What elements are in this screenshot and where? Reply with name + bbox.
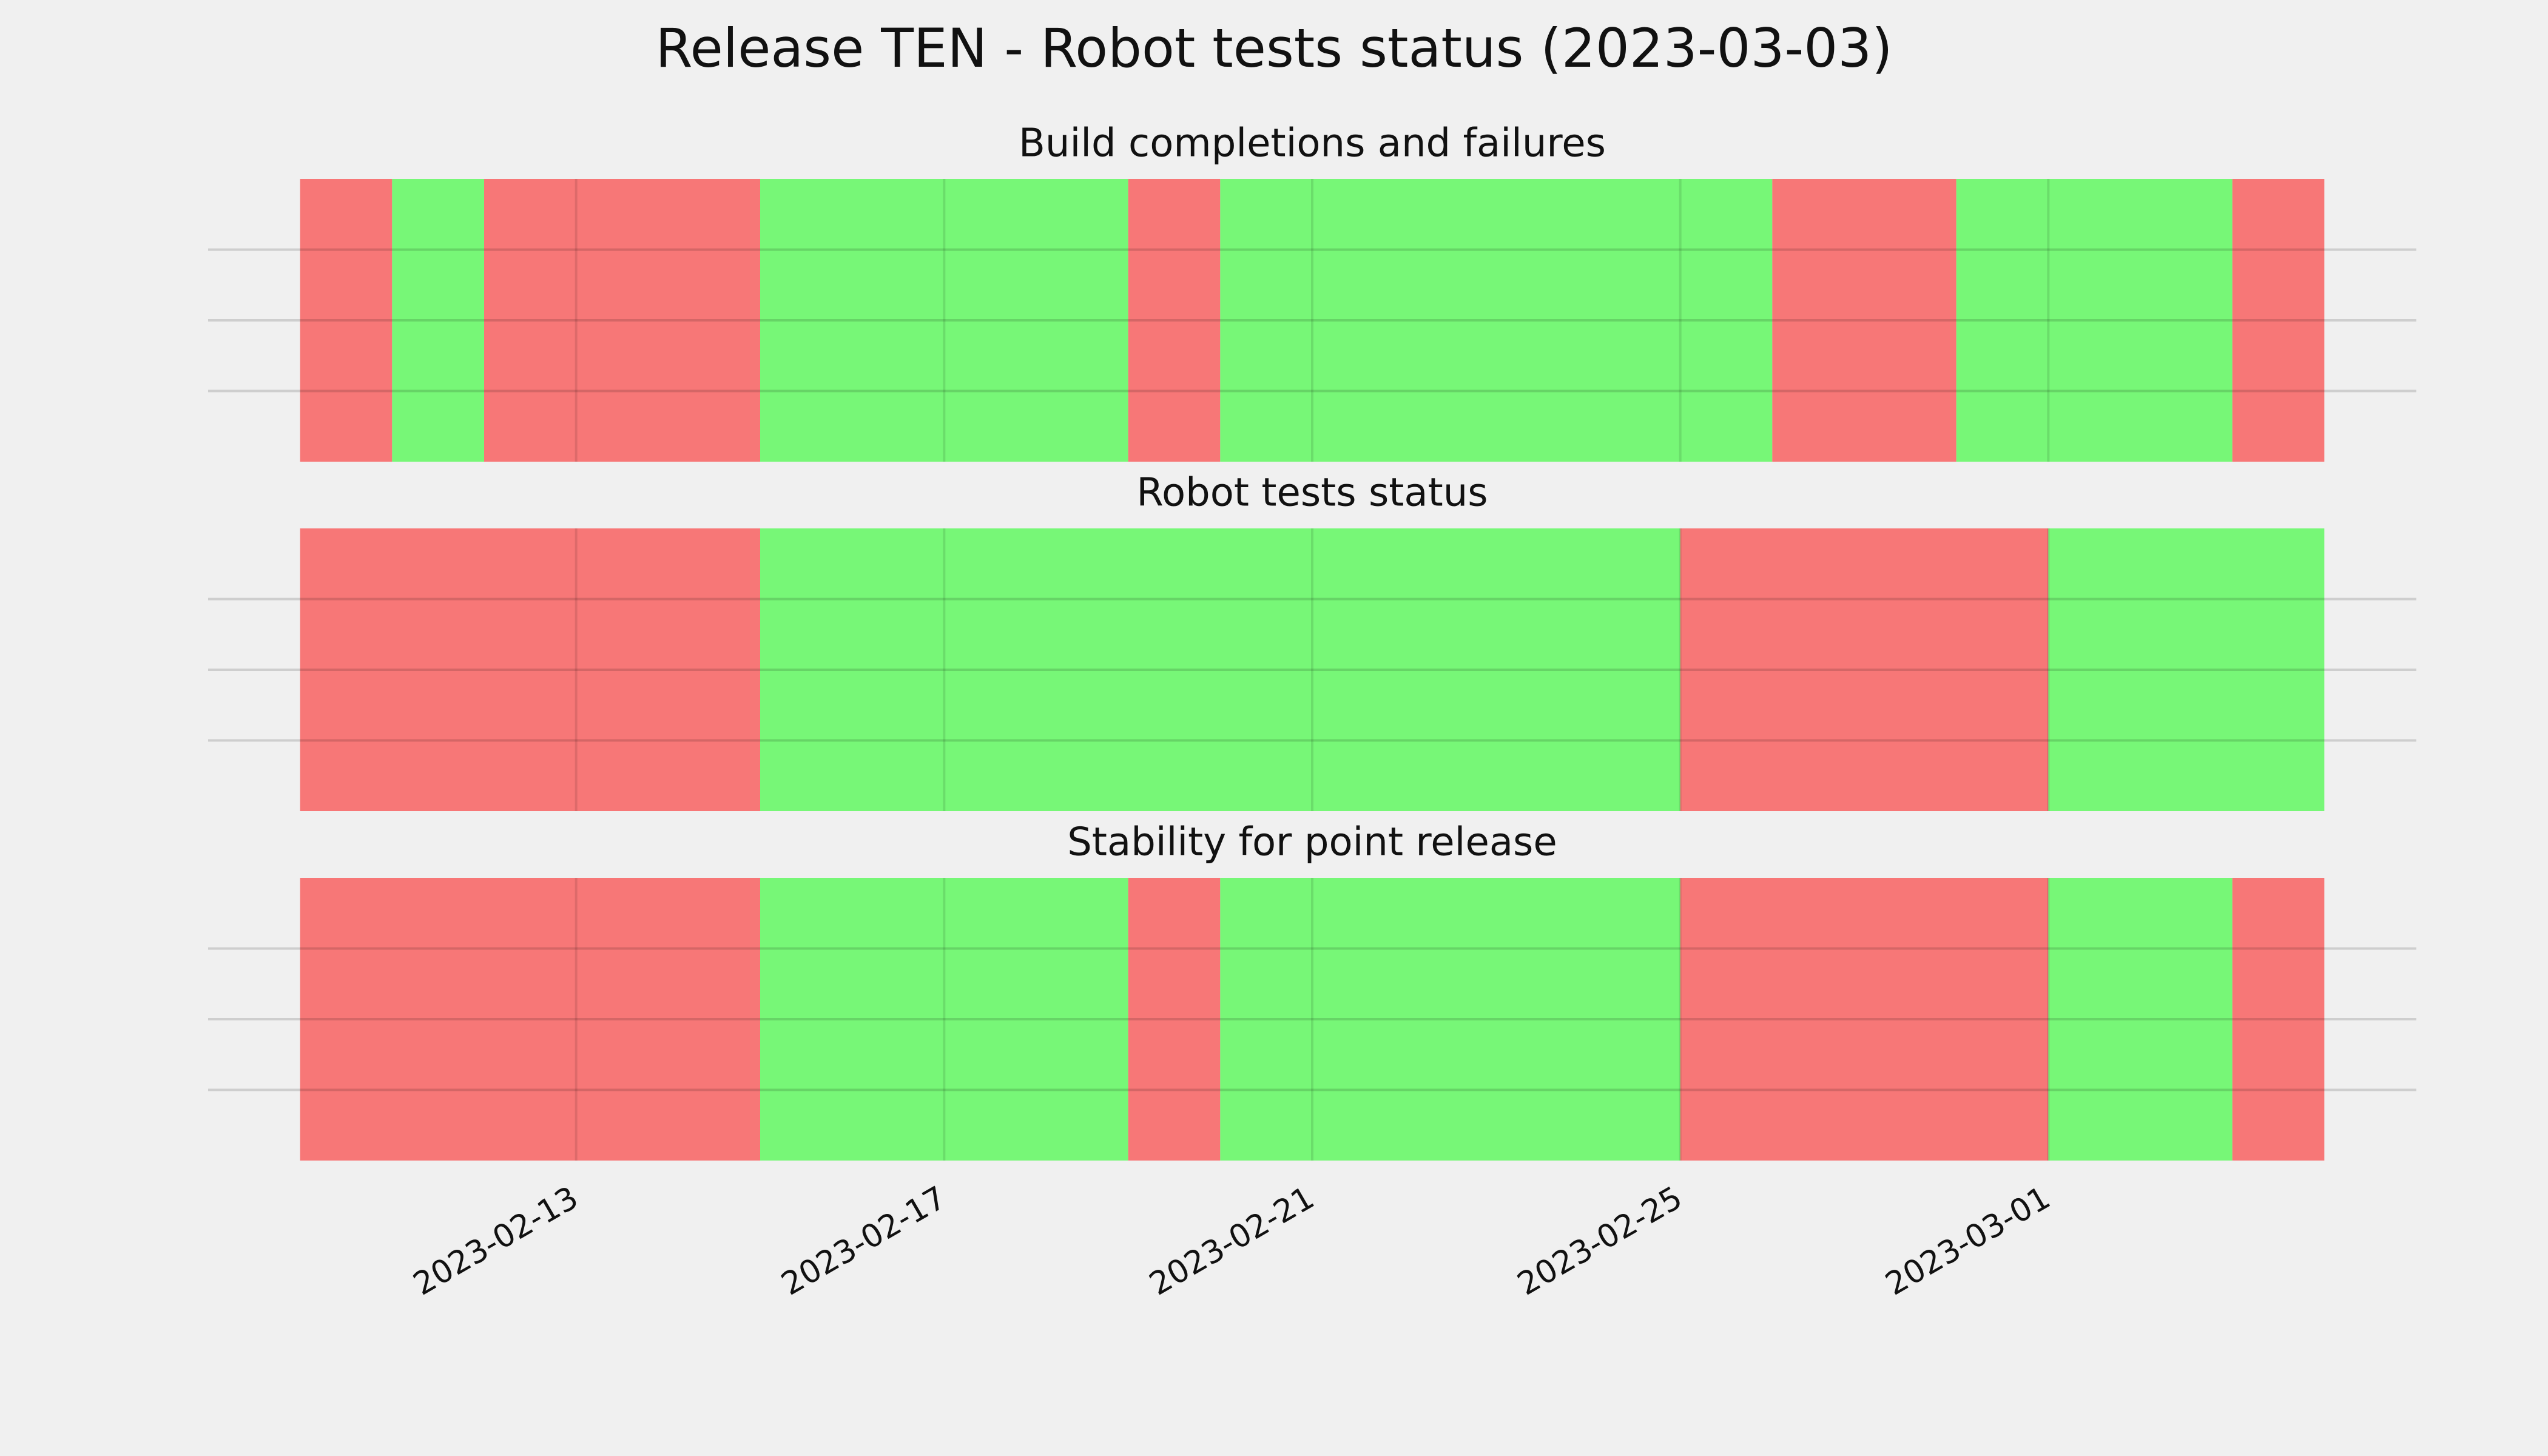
status-segment: [1128, 179, 1221, 462]
status-segment: [2048, 878, 2233, 1161]
status-segment: [1680, 528, 2049, 811]
status-segment: [2232, 878, 2325, 1161]
chart-title: Release TEN - Robot tests status (2023-0…: [655, 17, 1892, 79]
status-segment: [1956, 179, 2233, 462]
status-segment: [300, 878, 761, 1161]
status-segment: [392, 179, 484, 462]
status-segment: [760, 878, 1128, 1161]
status-segment: [1680, 878, 2049, 1161]
status-segment: [1128, 878, 1221, 1161]
subplot-title: Stability for point release: [1067, 820, 1557, 865]
subplot-title: Build completions and failures: [1019, 121, 1606, 166]
status-segment: [2048, 528, 2325, 811]
status-segment: [760, 179, 1128, 462]
status-segment: [1772, 179, 1956, 462]
status-segment: [1220, 179, 1773, 462]
status-segment: [300, 179, 393, 462]
status-segment: [484, 179, 760, 462]
subplot-title: Robot tests status: [1136, 471, 1488, 516]
status-segment: [760, 528, 1680, 811]
status-segment: [1220, 878, 1680, 1161]
status-segment: [300, 528, 761, 811]
status-segment: [2232, 179, 2325, 462]
